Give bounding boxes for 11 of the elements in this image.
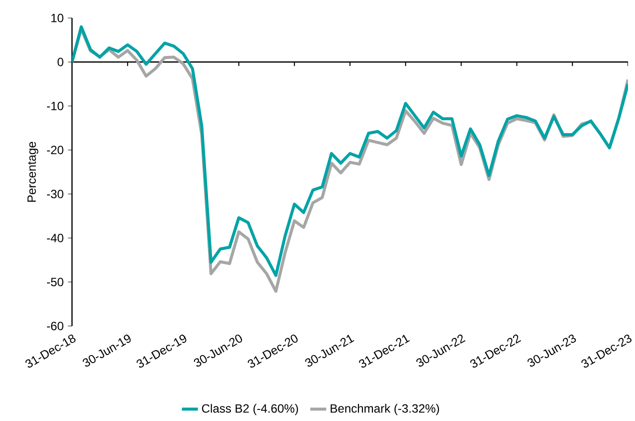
legend-label: Benchmark (-3.32%) [330, 404, 440, 416]
y-tick-label: -60 [46, 322, 64, 330]
y-tick-label: 10 [51, 14, 64, 22]
y-tick-label: 0 [58, 58, 64, 66]
y-tick-label: -40 [46, 234, 64, 242]
y-tick-label: -10 [46, 102, 64, 110]
y-tick-label: -20 [46, 146, 64, 154]
y-tick-label: -50 [46, 278, 64, 286]
y-tick-label: -30 [46, 190, 64, 198]
legend-label: Class B2 (-4.60%) [202, 404, 298, 416]
y-axis-title: Percentage [28, 142, 38, 202]
